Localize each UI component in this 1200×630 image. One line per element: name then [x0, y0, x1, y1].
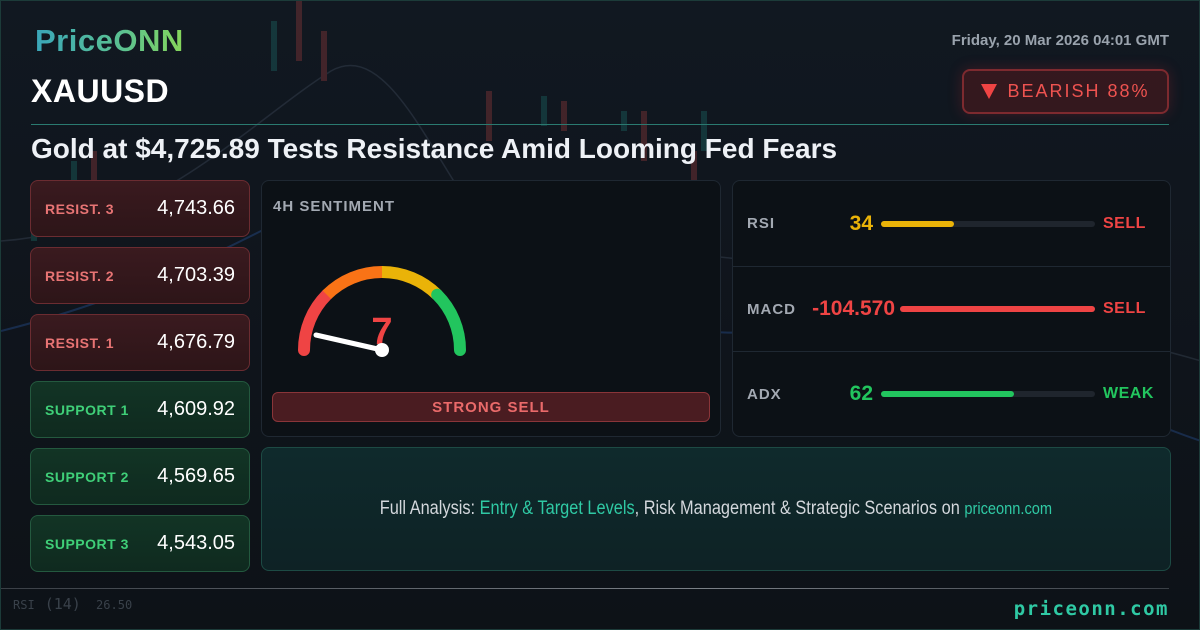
- level-value: 4,569.65: [157, 465, 235, 487]
- level-resist-2: RESIST. 2 4,703.39: [30, 247, 250, 304]
- sentiment-gauge-icon: 7: [297, 265, 467, 357]
- level-label: SUPPORT 2: [45, 468, 129, 485]
- indicator-bar: [900, 306, 1095, 312]
- level-label: SUPPORT 3: [45, 535, 129, 552]
- level-value: 4,676.79: [157, 331, 235, 353]
- footer-site-link[interactable]: priceonn.com: [1013, 598, 1169, 620]
- indicator-name: ADX: [747, 385, 782, 403]
- price-levels: RESIST. 3 4,743.66 RESIST. 2 4,703.39 RE…: [30, 180, 250, 582]
- level-support-3: SUPPORT 3 4,543.05: [30, 515, 250, 572]
- level-label: SUPPORT 1: [45, 401, 129, 418]
- level-label: RESIST. 1: [45, 334, 115, 351]
- level-support-2: SUPPORT 2 4,569.65: [30, 448, 250, 505]
- level-value: 4,743.66: [157, 197, 235, 219]
- level-label: RESIST. 2: [45, 267, 115, 284]
- header-divider: [31, 124, 1169, 125]
- footer-divider: [1, 588, 1169, 589]
- indicators-panel: RSI 34 SELL MACD -104.570 SELL ADX 62 WE…: [732, 180, 1171, 437]
- sentiment-score: 7: [371, 311, 392, 353]
- rsi-ghost-value: 26.50: [96, 598, 133, 612]
- background-rsi-label: RSI (14) 26.50: [13, 595, 132, 613]
- level-value: 4,543.05: [157, 532, 235, 554]
- timestamp: Friday, 20 Mar 2026 04:01 GMT: [951, 32, 1169, 49]
- indicator-signal: SELL: [1103, 214, 1146, 232]
- rsi-ghost-label: RSI: [13, 598, 35, 612]
- indicator-row-macd: MACD -104.570 SELL: [733, 266, 1170, 351]
- level-value: 4,703.39: [157, 264, 235, 286]
- cta-text: Full Analysis: Entry & Target Levels, Ri…: [380, 498, 1052, 520]
- bearish-badge: BEARISH 88%: [962, 69, 1169, 114]
- indicator-value: 34: [849, 211, 873, 235]
- badge-label: BEARISH 88%: [1007, 81, 1150, 101]
- indicator-row-rsi: RSI 34 SELL: [733, 181, 1170, 266]
- cta-prefix: Full Analysis:: [379, 498, 480, 519]
- cta-highlight-link[interactable]: Entry & Target Levels: [479, 498, 635, 519]
- cta-middle: , Risk Management & Strategic Scenarios …: [634, 498, 965, 519]
- symbol-title: XAUUSD: [31, 73, 170, 109]
- brand-logo: PriceONN: [35, 23, 184, 58]
- triangle-down-icon: [981, 84, 998, 99]
- rsi-ghost-period: (14): [44, 595, 81, 613]
- sentiment-verdict: STRONG SELL: [272, 392, 710, 422]
- indicator-bar: [881, 391, 1095, 397]
- headline: Gold at $4,725.89 Tests Resistance Amid …: [31, 133, 838, 164]
- indicator-row-adx: ADX 62 WEAK: [733, 351, 1170, 436]
- indicator-signal: WEAK: [1103, 385, 1154, 402]
- level-resist-3: RESIST. 3 4,743.66: [30, 180, 250, 237]
- indicator-name: MACD: [747, 300, 796, 318]
- indicator-value: 62: [849, 382, 873, 405]
- indicator-value: -104.570: [812, 297, 895, 320]
- indicator-bar: [881, 220, 1095, 227]
- level-support-1: SUPPORT 1 4,609.92: [30, 381, 250, 438]
- level-label: RESIST. 3: [45, 200, 115, 217]
- sentiment-title: 4H SENTIMENT: [273, 198, 396, 215]
- sentiment-panel: 4H SENTIMENT 7 STRONG SELL: [261, 180, 721, 437]
- level-resist-1: RESIST. 1 4,676.79: [30, 314, 250, 371]
- indicator-name: RSI: [747, 215, 776, 232]
- level-value: 4,609.92: [157, 398, 235, 420]
- full-analysis-banner[interactable]: Full Analysis: Entry & Target Levels, Ri…: [261, 447, 1171, 571]
- cta-site-link[interactable]: priceonn.com: [964, 499, 1053, 518]
- indicator-signal: SELL: [1103, 300, 1146, 317]
